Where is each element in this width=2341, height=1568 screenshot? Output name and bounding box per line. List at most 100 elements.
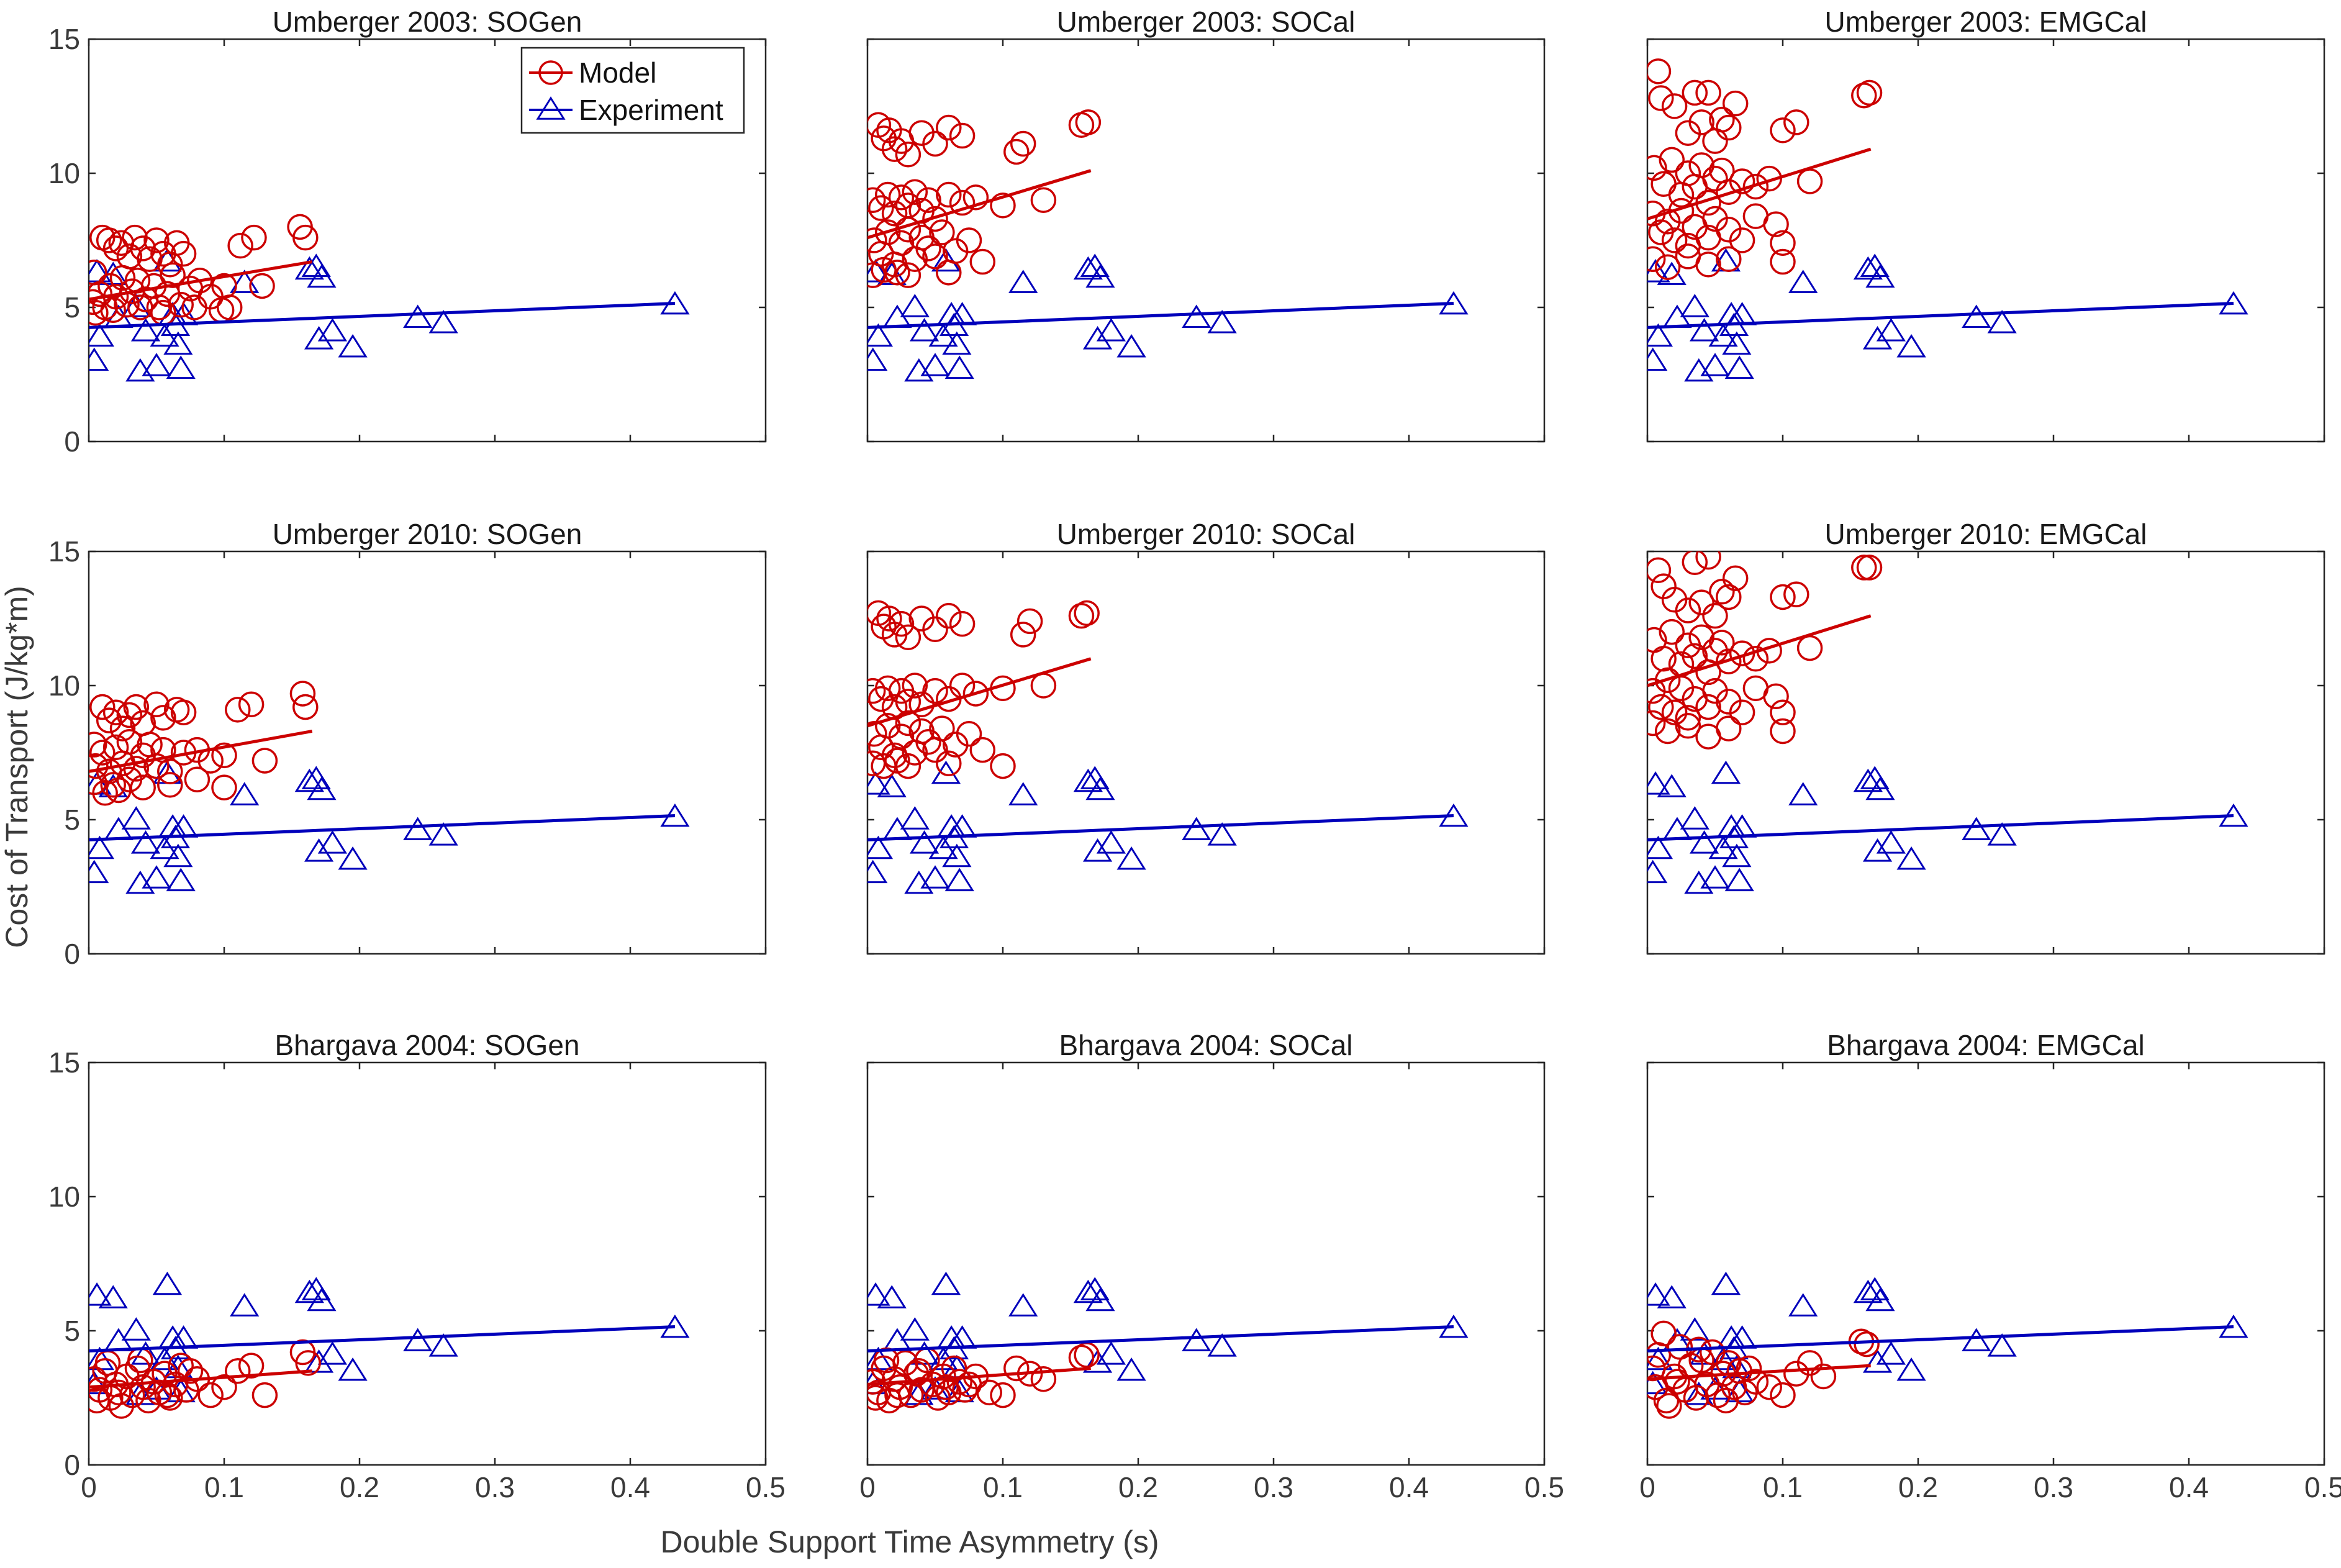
- experiment-point: [944, 868, 974, 892]
- model-point: [895, 262, 921, 288]
- model-point: [1856, 555, 1883, 581]
- model-point: [874, 675, 901, 702]
- experiment-point: [307, 1287, 337, 1312]
- subplot: Umberger 2010: EMGCal: [1646, 518, 2325, 955]
- experiment-point: [1865, 1287, 1895, 1312]
- model-point: [1851, 82, 1877, 109]
- model-point: [867, 721, 887, 747]
- model-point: [1770, 117, 1796, 143]
- experiment-point: [1722, 843, 1752, 868]
- experiment-point: [1865, 776, 1895, 800]
- experiment-fit-line: [1647, 1325, 2234, 1353]
- experiment-point: [1865, 264, 1895, 288]
- experiment-point: [230, 782, 260, 805]
- experiment-point: [1680, 294, 1709, 317]
- subplot-title: Umberger 2010: SOGen: [273, 518, 582, 550]
- experiment-point: [1987, 310, 2017, 333]
- experiment-point: [1711, 1271, 1741, 1295]
- experiment-point: [944, 355, 974, 379]
- model-point: [1647, 246, 1666, 272]
- y-tick-label: 5: [64, 291, 80, 324]
- model-point: [1675, 713, 1701, 739]
- experiment-point: [163, 843, 193, 868]
- subplot-grid: Umberger 2003: SOGen 0 5 10 15 Model Experimen…: [48, 6, 2341, 1503]
- model-point: [888, 230, 915, 256]
- experiment-point: [317, 318, 348, 342]
- experiment-point: [1008, 782, 1038, 805]
- y-tick-label: 15: [48, 535, 80, 568]
- model-point: [949, 189, 976, 216]
- experiment-point: [867, 1282, 890, 1306]
- experiment-point: [294, 1279, 324, 1303]
- experiment-point: [1862, 326, 1893, 350]
- experiment-point: [130, 1341, 161, 1365]
- x-tick-label: 0.4: [610, 1471, 650, 1503]
- experiment-point: [1082, 1349, 1113, 1373]
- experiment-point: [338, 333, 368, 358]
- x-tick-label: 0.5: [2304, 1471, 2341, 1503]
- model-point: [1713, 1387, 1739, 1414]
- axes-box: [88, 1061, 767, 1466]
- model-point: [92, 780, 118, 806]
- experiment-point: [1008, 270, 1038, 293]
- model-point: [89, 740, 115, 766]
- model-point: [292, 224, 319, 251]
- model-point: [1729, 227, 1755, 253]
- experiment-point: [89, 835, 115, 859]
- model-point: [1756, 1374, 1782, 1400]
- model-point: [1716, 584, 1742, 610]
- experiment-point: [304, 838, 334, 862]
- model-point: [990, 753, 1016, 779]
- experiment-point: [1680, 806, 1709, 830]
- model-point: [251, 1382, 278, 1408]
- model-point: [1770, 1382, 1796, 1408]
- model-point: [1742, 1369, 1769, 1395]
- subplot: Umberger 2003: SOGen 0 5 10 15 Model Experimen…: [48, 6, 767, 458]
- model-fit-line: [867, 657, 1092, 728]
- model-point: [1695, 551, 1721, 570]
- experiment-point: [1073, 1279, 1103, 1303]
- experiment-point: [1096, 830, 1126, 854]
- experiment-point: [142, 353, 171, 376]
- model-point: [1654, 718, 1681, 745]
- model-point: [89, 753, 109, 779]
- experiment-point: [1962, 304, 1991, 329]
- model-point: [895, 624, 921, 650]
- model-point: [1003, 1355, 1030, 1382]
- model-point: [922, 678, 948, 704]
- subplot: Umberger 2010: SOGen 0 5 10 15: [48, 518, 767, 970]
- experiment-point: [294, 768, 324, 792]
- experiment-point: [1853, 256, 1883, 280]
- model-point: [1074, 600, 1100, 627]
- model-point: [1729, 168, 1755, 194]
- experiment-point: [1073, 256, 1103, 280]
- experiment-point: [1680, 1317, 1709, 1341]
- data-layer: [1647, 1271, 2248, 1419]
- model-point: [867, 1385, 889, 1411]
- model-point: [1650, 1320, 1677, 1347]
- experiment-point: [1647, 859, 1668, 884]
- model-point: [289, 681, 316, 707]
- model-point: [181, 294, 207, 320]
- model-point: [1716, 648, 1742, 674]
- experiment-point: [1647, 771, 1670, 795]
- model-point: [868, 195, 894, 221]
- experiment-point: [1853, 768, 1883, 792]
- subplot: Bhargava 2004: EMGCal 0 0.1 0.2 0.3 0.4 0.5: [1639, 1029, 2341, 1503]
- experiment-point: [1689, 830, 1719, 854]
- experiment-point: [230, 1293, 260, 1316]
- model-fit-line: [1647, 147, 1872, 220]
- model-point: [956, 227, 982, 253]
- model-point: [211, 742, 237, 769]
- model-point: [1763, 683, 1789, 710]
- experiment-point: [307, 264, 337, 288]
- model-point: [1675, 160, 1701, 186]
- subplot-title: Bhargava 2004: SOCal: [1059, 1029, 1352, 1061]
- experiment-point: [867, 835, 894, 859]
- model-point: [1688, 152, 1714, 178]
- experiment-point: [1647, 1346, 1673, 1371]
- model-point: [946, 1369, 972, 1395]
- model-point: [1682, 79, 1708, 106]
- experiment-point: [900, 1317, 930, 1341]
